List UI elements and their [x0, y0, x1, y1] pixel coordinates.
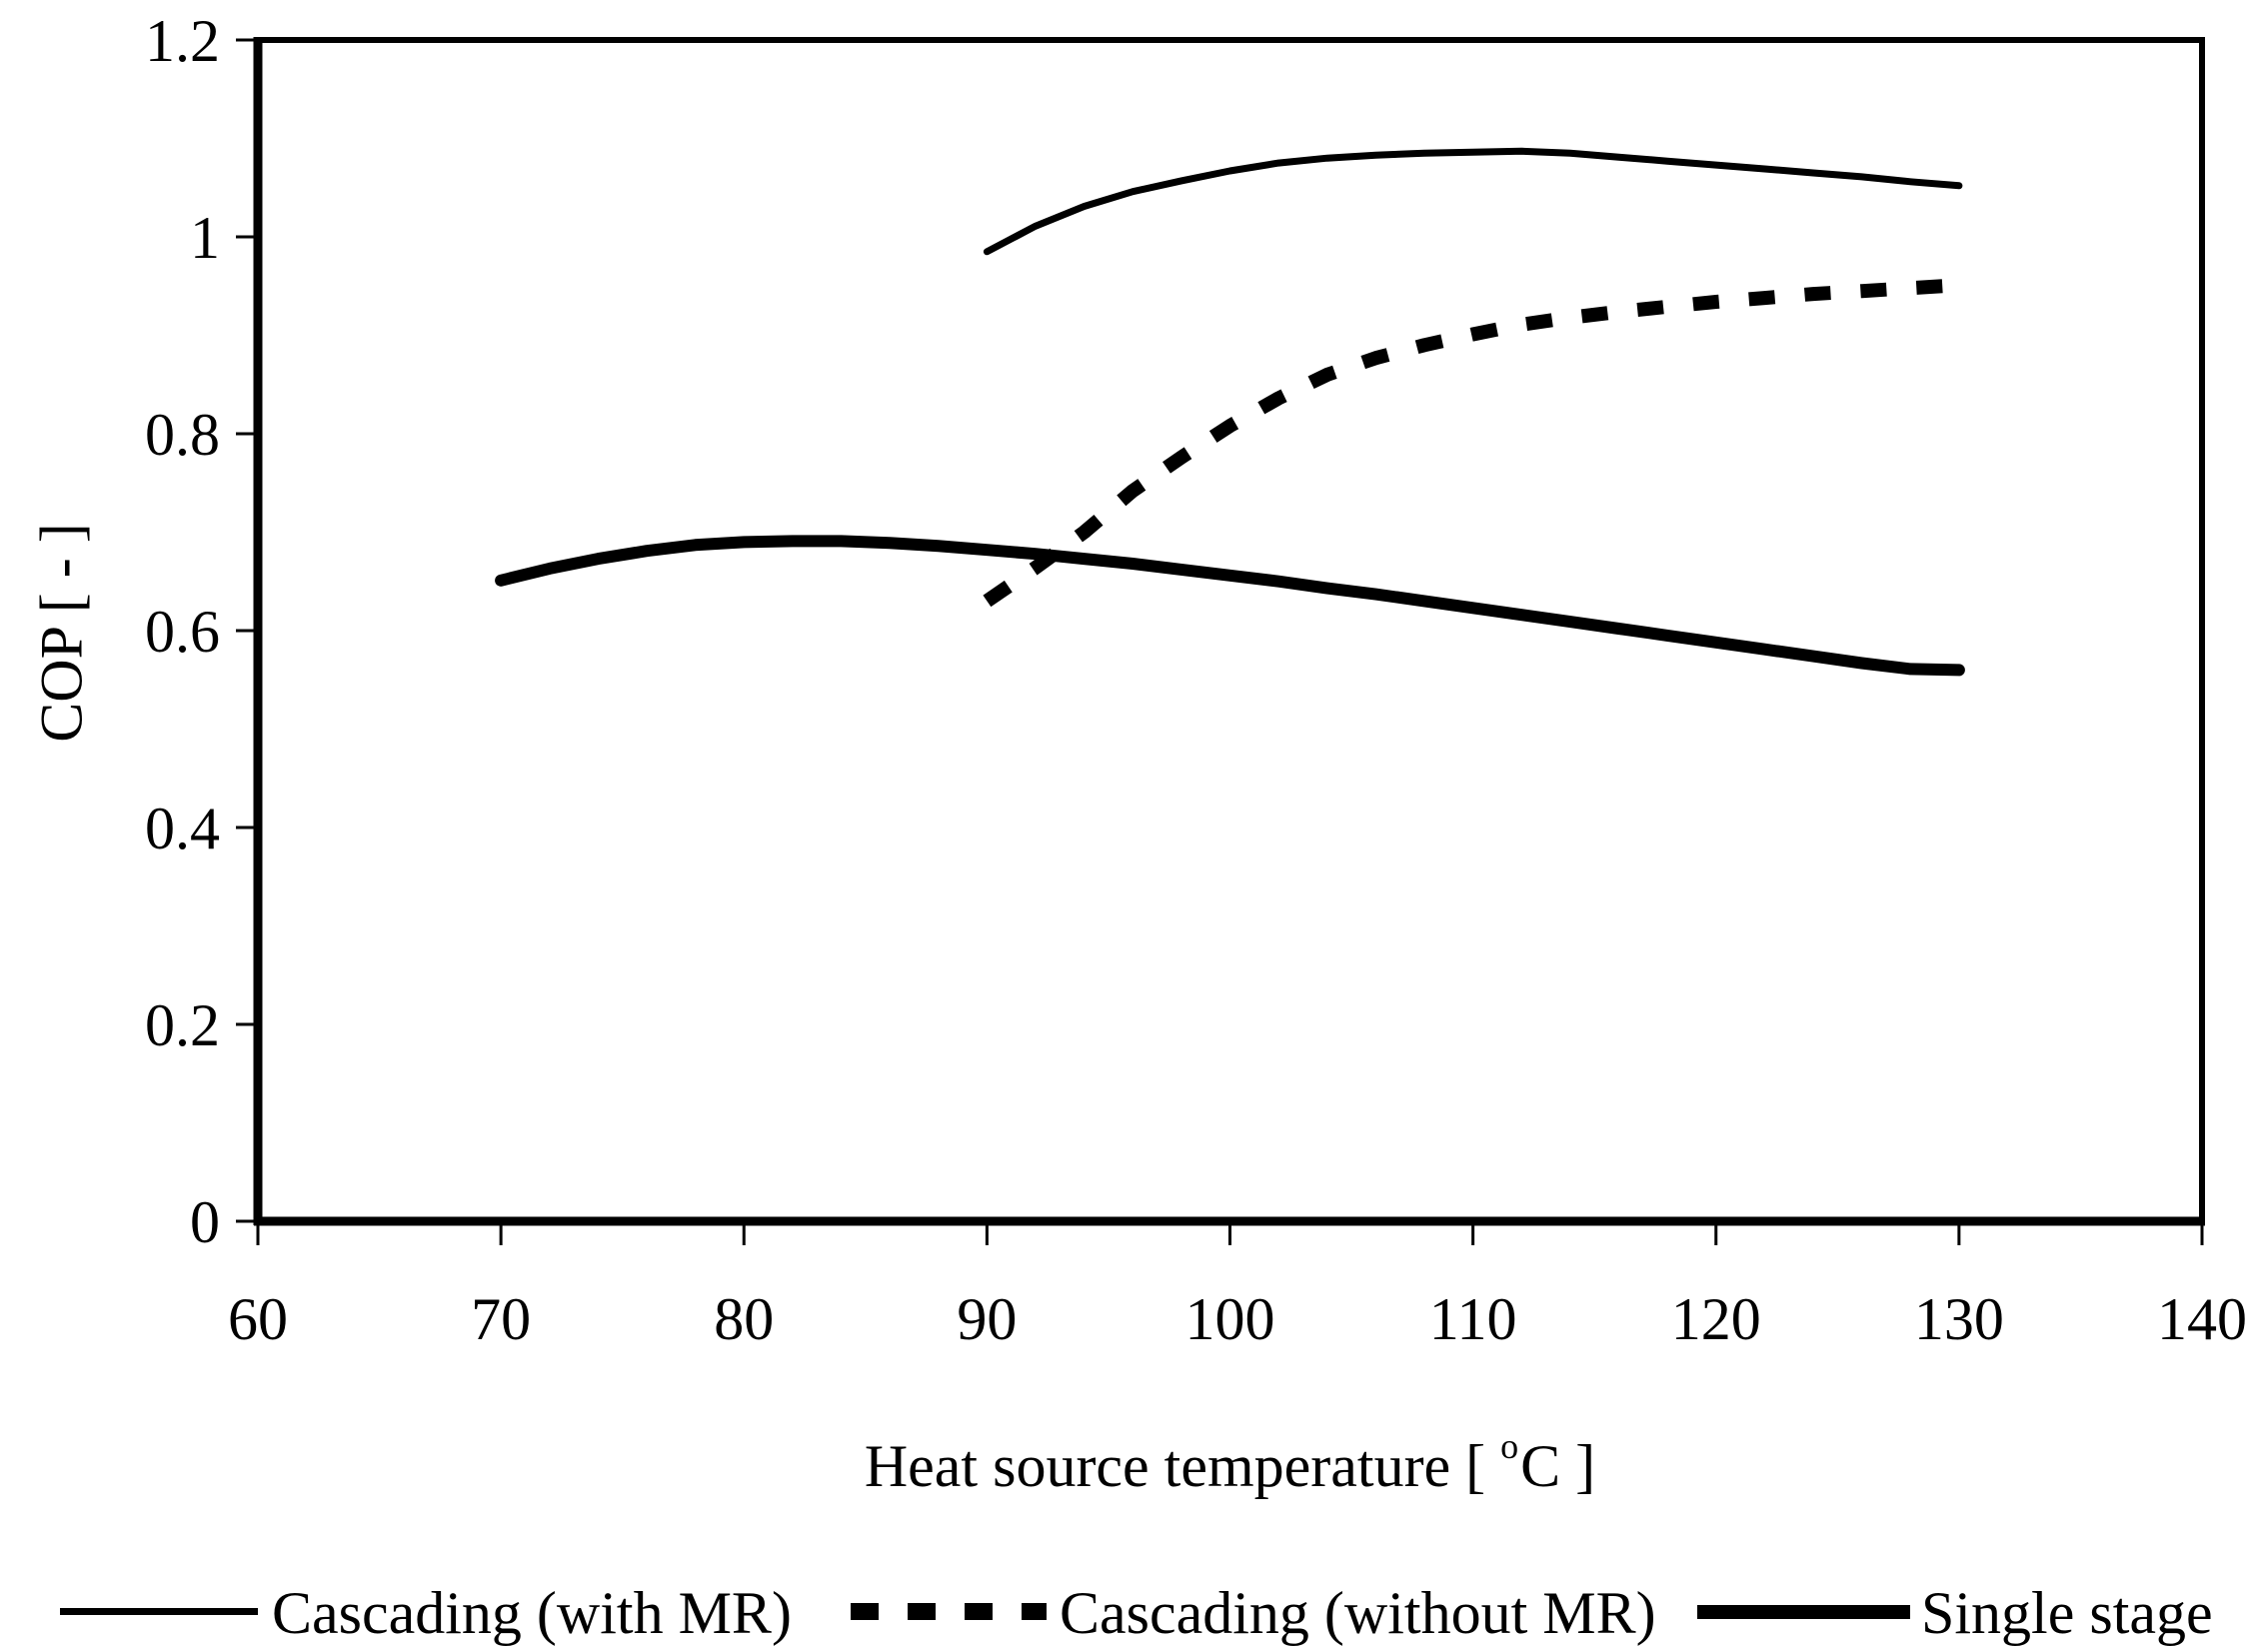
x-axis-title-unit: C ] — [1520, 1433, 1596, 1499]
y-tick-label: 0.6 — [145, 599, 220, 665]
plot-frame — [255, 37, 2205, 1224]
y-tick-label: 0.4 — [145, 796, 220, 861]
y-tick-label: 1 — [190, 205, 220, 271]
y-tick-label: 0.8 — [145, 402, 220, 468]
y-tick-label: 0.2 — [145, 992, 220, 1058]
x-tick-label: 80 — [714, 1286, 774, 1352]
x-tick-label: 140 — [2157, 1286, 2247, 1352]
x-tick-label: 90 — [957, 1286, 1017, 1352]
series-cascading-without-mr — [983, 278, 1960, 608]
y-tick-label: 0 — [190, 1189, 220, 1255]
y-axis-title: COP [ - ] — [28, 523, 95, 743]
x-axis-title-text: Heat source temperature [ — [864, 1433, 1501, 1499]
series-cascading-with-mr — [983, 147, 1963, 256]
series-single-stage — [495, 535, 1965, 677]
x-tick-label: 120 — [1671, 1286, 1761, 1352]
x-tick-label: 70 — [471, 1286, 531, 1352]
x-tick-label: 60 — [228, 1286, 288, 1352]
degree-superscript: o — [1500, 1426, 1521, 1466]
y-tick-label: 1.2 — [145, 8, 220, 74]
x-tick-label: 130 — [1914, 1286, 2004, 1352]
x-tick-label: 110 — [1429, 1286, 1517, 1352]
x-tick-label: 100 — [1185, 1286, 1275, 1352]
x-axis-title: Heat source temperature [ oC ] — [258, 1411, 2202, 1501]
